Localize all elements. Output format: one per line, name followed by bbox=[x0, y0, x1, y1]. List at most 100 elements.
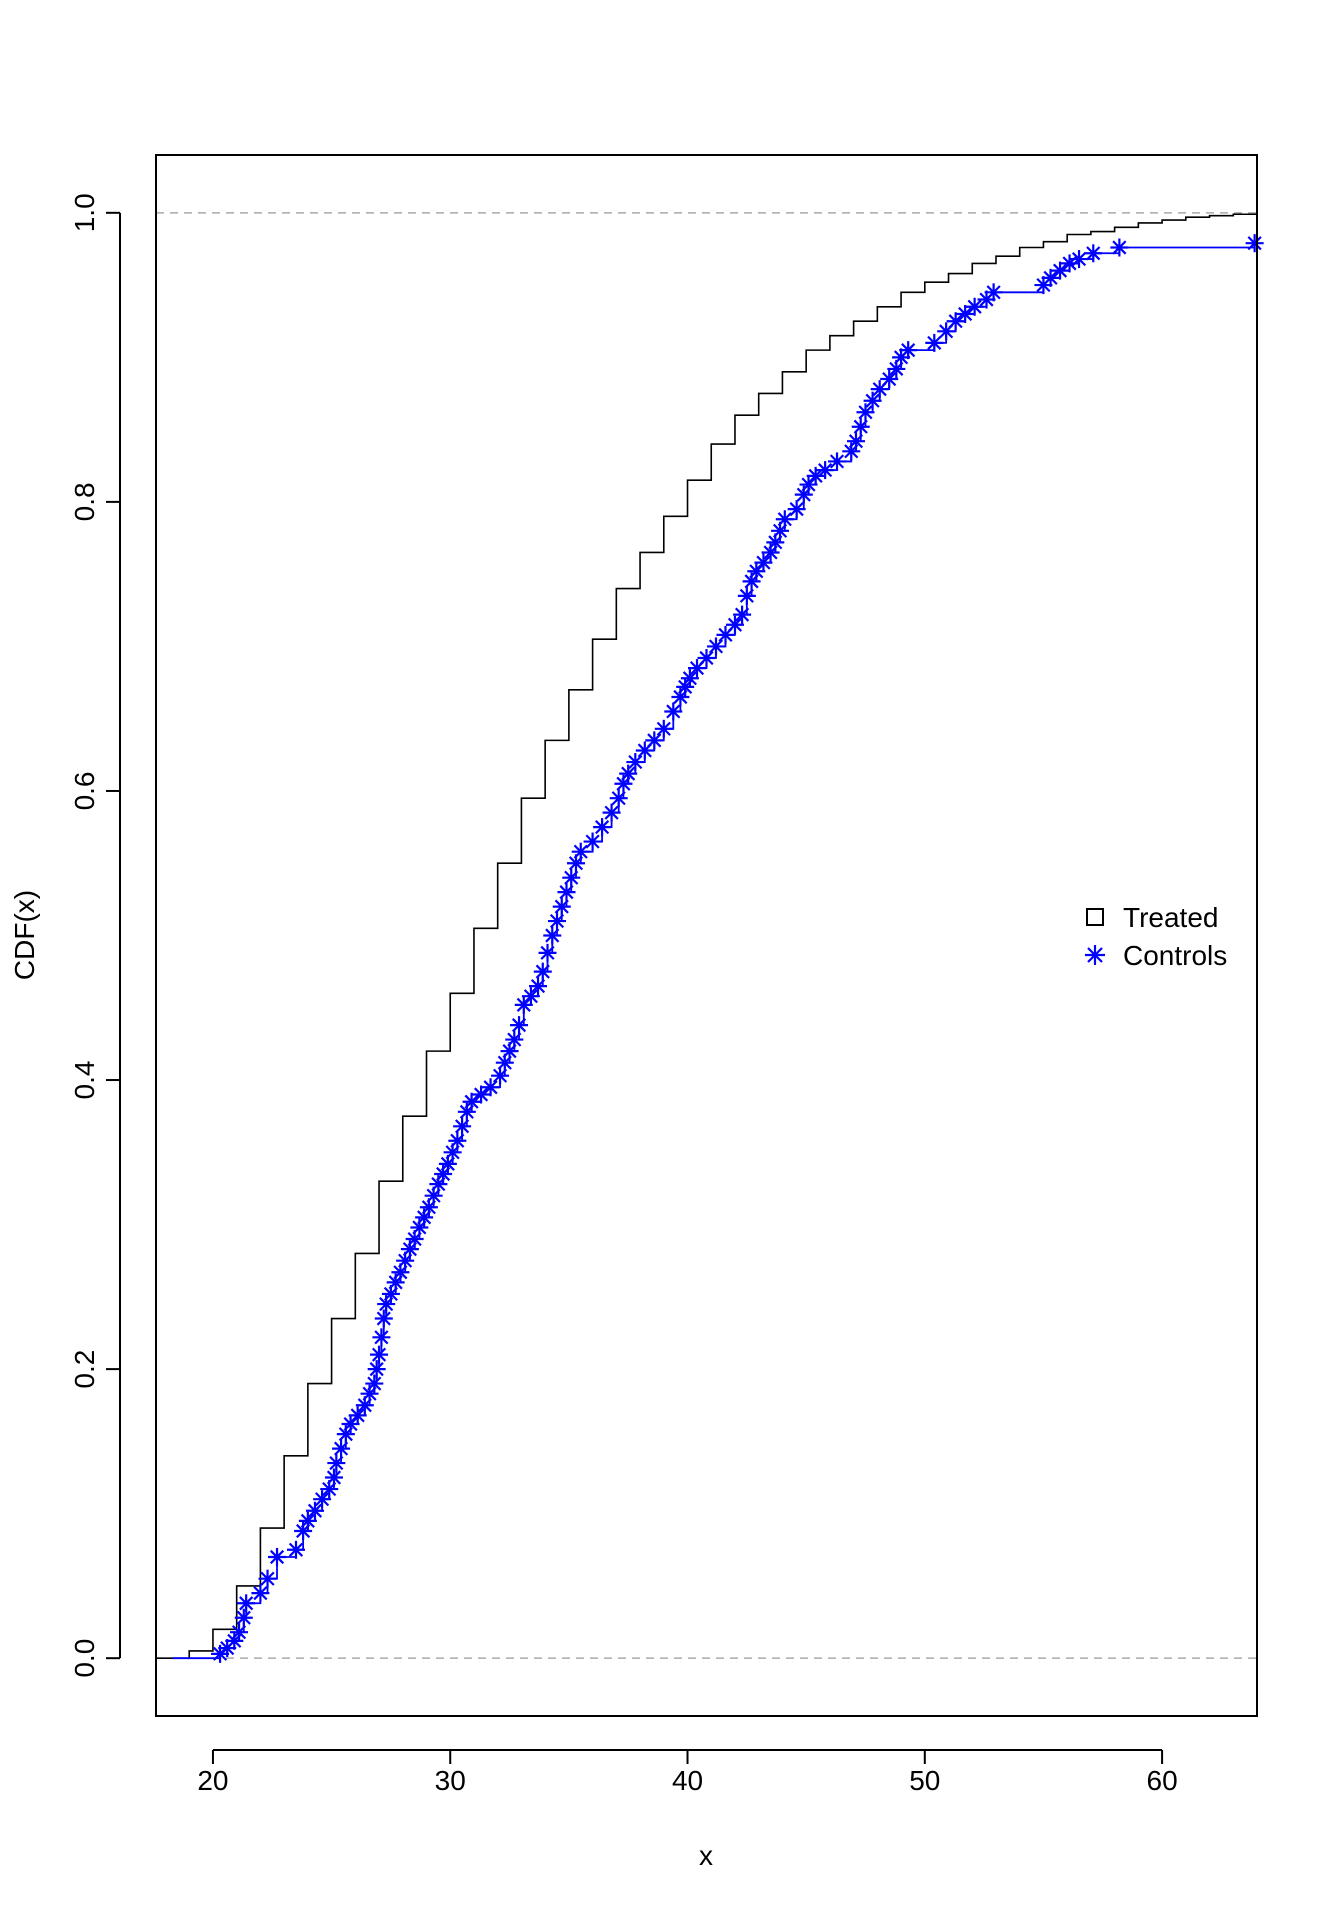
asterisk-stroke bbox=[483, 1080, 498, 1095]
asterisk-stroke bbox=[1052, 263, 1068, 278]
asterisk-stroke bbox=[735, 607, 750, 622]
data-point-asterisk bbox=[654, 719, 673, 738]
data-point-asterisk bbox=[448, 1131, 467, 1150]
data-point-asterisk bbox=[529, 977, 548, 996]
data-point-asterisk bbox=[514, 995, 533, 1014]
asterisk-stroke bbox=[269, 1549, 285, 1565]
asterisk-stroke bbox=[628, 754, 643, 770]
asterisk-stroke bbox=[882, 371, 897, 387]
asterisk-stroke bbox=[948, 314, 963, 329]
asterisk-stroke bbox=[958, 306, 973, 322]
y-axis-title: CDF(x) bbox=[9, 890, 40, 980]
data-point-asterisk bbox=[583, 832, 602, 851]
data-point-asterisk bbox=[697, 648, 716, 667]
data-point-asterisk bbox=[851, 417, 870, 436]
asterisk-stroke bbox=[901, 343, 916, 358]
data-point-asterisk bbox=[925, 333, 944, 352]
data-point-asterisk bbox=[298, 1511, 317, 1530]
data-point-asterisk bbox=[552, 897, 571, 916]
data-point-asterisk bbox=[481, 1078, 500, 1097]
data-point-asterisk bbox=[543, 926, 562, 945]
data-point-asterisk bbox=[305, 1501, 324, 1520]
data-point-asterisk bbox=[806, 466, 825, 485]
asterisk-stroke bbox=[326, 1470, 342, 1485]
asterisk-stroke bbox=[239, 1596, 254, 1611]
legend-label-treated: Treated bbox=[1123, 902, 1218, 933]
legend-marker-treated bbox=[1086, 908, 1104, 926]
data-point-asterisk bbox=[538, 943, 557, 962]
asterisk-stroke bbox=[564, 870, 579, 885]
asterisk-stroke bbox=[474, 1087, 489, 1102]
data-point-asterisk bbox=[754, 553, 773, 572]
data-point-asterisk bbox=[313, 1490, 332, 1509]
asterisk-stroke bbox=[540, 945, 555, 960]
data-point-asterisk bbox=[286, 1540, 305, 1559]
data-point-asterisk bbox=[725, 615, 744, 634]
asterisk-stroke bbox=[315, 1492, 330, 1507]
asterisk-stroke bbox=[545, 928, 560, 943]
data-point-asterisk bbox=[946, 312, 965, 331]
asterisk-stroke bbox=[848, 434, 864, 449]
asterisk-stroke bbox=[350, 1408, 365, 1423]
y-tick-label: 1.0 bbox=[69, 193, 100, 232]
data-point-asterisk bbox=[521, 987, 540, 1006]
data-point-asterisk bbox=[965, 297, 984, 316]
data-point-asterisk bbox=[899, 341, 918, 360]
data-point-asterisk bbox=[688, 659, 707, 678]
data-point-asterisk bbox=[365, 1374, 384, 1393]
data-point-asterisk bbox=[234, 1608, 253, 1627]
series-controls bbox=[172, 234, 1264, 1663]
x-tick-label: 40 bbox=[672, 1765, 703, 1796]
asterisk-stroke bbox=[367, 1376, 382, 1391]
asterisk-stroke bbox=[789, 502, 804, 517]
asterisk-stroke bbox=[549, 913, 565, 929]
asterisk-stroke bbox=[777, 512, 792, 527]
data-point-asterisk bbox=[562, 868, 581, 887]
asterisk-stroke bbox=[699, 650, 714, 666]
data-point-asterisk bbox=[510, 1016, 529, 1035]
asterisk-stroke bbox=[573, 844, 588, 859]
legend-marker-controls bbox=[1085, 945, 1105, 965]
asterisk-stroke bbox=[927, 335, 942, 350]
data-point-asterisk bbox=[374, 1309, 393, 1328]
data-point-asterisk bbox=[533, 962, 552, 981]
asterisk-stroke bbox=[236, 1610, 251, 1625]
data-point-asterisk bbox=[348, 1406, 367, 1425]
asterisk-stroke bbox=[865, 393, 880, 408]
asterisk-stroke bbox=[1087, 947, 1103, 963]
asterisk-stroke bbox=[374, 1330, 389, 1345]
asterisk-stroke bbox=[829, 454, 845, 469]
data-point-asterisk bbox=[609, 789, 628, 808]
asterisk-stroke bbox=[231, 1625, 247, 1640]
legend-label-controls: Controls bbox=[1123, 940, 1227, 971]
asterisk-stroke bbox=[376, 1311, 391, 1326]
data-point-asterisk bbox=[680, 669, 699, 688]
data-point-asterisk bbox=[1245, 234, 1264, 253]
asterisk-stroke bbox=[554, 899, 569, 914]
asterisk-stroke bbox=[611, 791, 626, 806]
data-point-asterisk bbox=[230, 1623, 249, 1642]
plot-frame bbox=[155, 154, 1258, 1717]
data-point-asterisk bbox=[1084, 244, 1103, 263]
data-point-asterisk bbox=[706, 637, 725, 656]
data-point-asterisk bbox=[846, 432, 865, 451]
data-point-asterisk bbox=[1070, 250, 1089, 269]
data-point-asterisk bbox=[863, 391, 882, 410]
asterisk-stroke bbox=[756, 555, 771, 570]
series-line-treated bbox=[156, 212, 1258, 1659]
data-point-asterisk bbox=[602, 803, 621, 822]
asterisk-stroke bbox=[300, 1513, 315, 1528]
data-point-asterisk bbox=[645, 731, 664, 750]
data-point-asterisk bbox=[462, 1092, 481, 1111]
asterisk-stroke bbox=[858, 405, 873, 420]
data-point-asterisk bbox=[453, 1117, 472, 1136]
data-point-asterisk bbox=[1051, 261, 1070, 280]
data-point-asterisk bbox=[880, 370, 899, 389]
x-axis-title: x bbox=[699, 1840, 713, 1871]
data-point-asterisk bbox=[491, 1066, 510, 1085]
asterisk-stroke bbox=[808, 468, 823, 483]
asterisk-stroke bbox=[507, 1032, 522, 1047]
data-point-asterisk bbox=[733, 605, 752, 624]
legend: Treated Controls bbox=[1085, 902, 1227, 971]
